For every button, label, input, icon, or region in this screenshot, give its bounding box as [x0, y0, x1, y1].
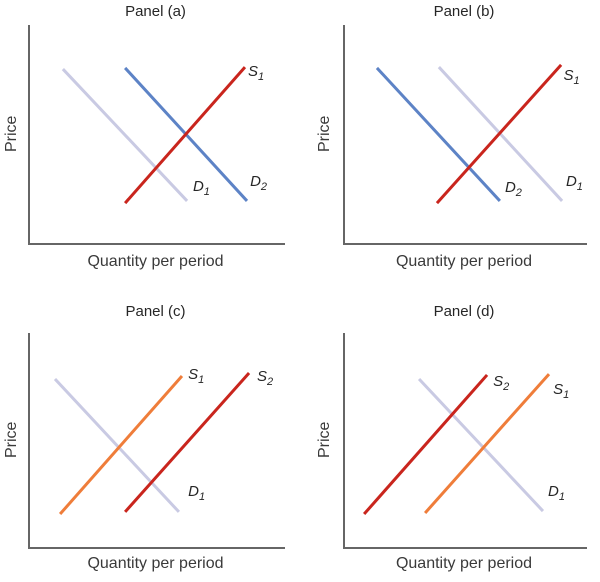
- curve-d2: [375, 66, 501, 202]
- curve-label-s2: S2: [256, 368, 274, 389]
- panel-title: Panel (a): [125, 3, 186, 20]
- y-axis-label: Price: [3, 421, 20, 459]
- x-axis-label: Quantity per period: [395, 555, 533, 572]
- curve-d1: [53, 377, 181, 513]
- curve-label-s1: S1: [553, 381, 570, 402]
- curve-s1: [435, 63, 563, 205]
- plot-area: D1 S1 S2: [343, 333, 587, 549]
- curve-label-d2: D2: [504, 178, 522, 199]
- x-axis-label: Quantity per period: [87, 555, 224, 572]
- y-axis-label: Price: [316, 421, 333, 459]
- curve-label-s1: S1: [248, 63, 265, 84]
- plot-area: D2 D1 S1: [343, 25, 587, 245]
- curve-label-s1: S1: [188, 366, 205, 387]
- curve-label-d1: D1: [192, 177, 210, 198]
- curve-label-d1: D1: [188, 482, 206, 503]
- curve-label-s2: S2: [493, 372, 510, 393]
- curve-d1: [417, 377, 545, 513]
- panel-title: Panel (b): [433, 3, 495, 20]
- plot-area: D1 S1 S2: [28, 333, 285, 549]
- curve-label-s1: S1: [563, 66, 580, 87]
- curve-label-d1: D1: [548, 482, 565, 503]
- curve-d1: [61, 68, 189, 202]
- panel-d: Panel (d) Price D1 S1 S2 Quantity per peri…: [300, 290, 600, 582]
- curves-canvas: [53, 372, 251, 516]
- panel-title: Panel (d): [433, 303, 495, 320]
- curve-s1: [58, 375, 184, 516]
- curve-label-d2: D2: [250, 173, 268, 194]
- curve-s1: [123, 66, 247, 205]
- panel-c: Panel (c) Price D1 S1 S2 Quantity per peri…: [0, 290, 300, 582]
- curves-canvas: [375, 63, 564, 205]
- curves-canvas: [61, 66, 249, 205]
- plot-area: D1 D2 S1: [28, 25, 285, 245]
- panel-b: Panel (b) Price D2 D1 S1 Quantity per peri…: [300, 0, 600, 290]
- curve-s2: [123, 372, 251, 513]
- curve-label-d1: D1: [565, 173, 583, 194]
- x-axis-label: Quantity per period: [395, 253, 533, 270]
- panel-a: Panel (a) Price D1 D2 S1 Quantity per peri…: [0, 0, 300, 290]
- panel-title: Panel (c): [125, 303, 186, 320]
- y-axis-label: Price: [316, 115, 333, 153]
- curve-s1: [423, 373, 551, 514]
- curves-canvas: [362, 373, 551, 516]
- x-axis-label: Quantity per period: [87, 253, 224, 270]
- curve-s2: [362, 373, 489, 516]
- y-axis-label: Price: [3, 115, 20, 153]
